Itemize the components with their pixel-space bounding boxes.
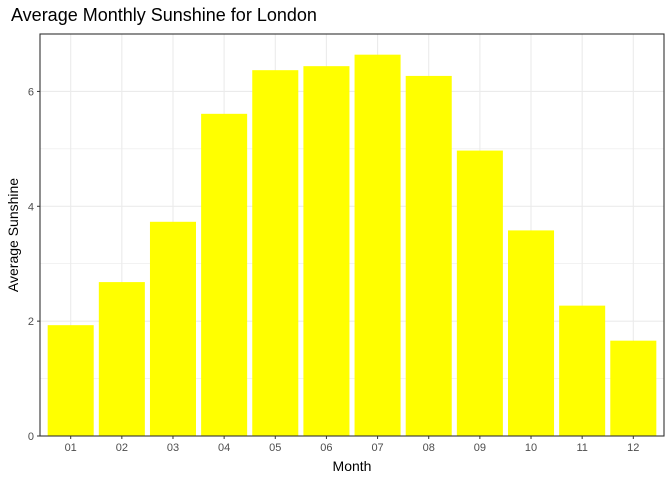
x-tick-label: 06: [320, 442, 332, 454]
x-tick-label: 11: [576, 442, 587, 454]
x-tick-label: 01: [65, 442, 77, 454]
y-tick-label: 6: [28, 86, 34, 98]
panel-border: [39, 33, 665, 437]
x-tick-label: 12: [627, 442, 639, 454]
bar-05: [252, 70, 299, 437]
bar-06: [303, 66, 350, 436]
x-tick-label: 07: [371, 442, 383, 454]
y-axis-title: Average Sunshine: [5, 178, 21, 292]
y-tick-label: 2: [28, 316, 34, 328]
y-tick-label: 0: [28, 431, 34, 443]
x-tick-label: 05: [269, 442, 281, 454]
bar-03: [149, 221, 196, 436]
x-tick-label: 02: [116, 442, 128, 454]
bar-11: [559, 305, 606, 436]
bar-02: [98, 282, 145, 436]
x-tick-label: 04: [218, 442, 230, 454]
bar-04: [201, 113, 248, 436]
x-tick-label: 10: [525, 442, 537, 454]
bar-01: [47, 325, 94, 436]
x-axis-title: Month: [333, 458, 372, 474]
bar-07: [354, 54, 401, 436]
bar-12: [610, 340, 657, 436]
x-tick-label: 09: [474, 442, 486, 454]
x-tick-label: 08: [423, 442, 435, 454]
bar-10: [508, 230, 555, 436]
y-axis-ticks: 0 2 4 6: [28, 86, 40, 443]
x-axis-ticks: 01 02 03 04 05 06 07 08 09 10 11 12: [65, 436, 639, 454]
x-tick-label: 03: [167, 442, 179, 454]
bars: [47, 54, 657, 437]
y-tick-label: 4: [28, 201, 34, 213]
bar-09: [456, 150, 503, 436]
chart-title: Average Monthly Sunshine for London: [11, 5, 317, 25]
bar-08: [405, 75, 452, 437]
